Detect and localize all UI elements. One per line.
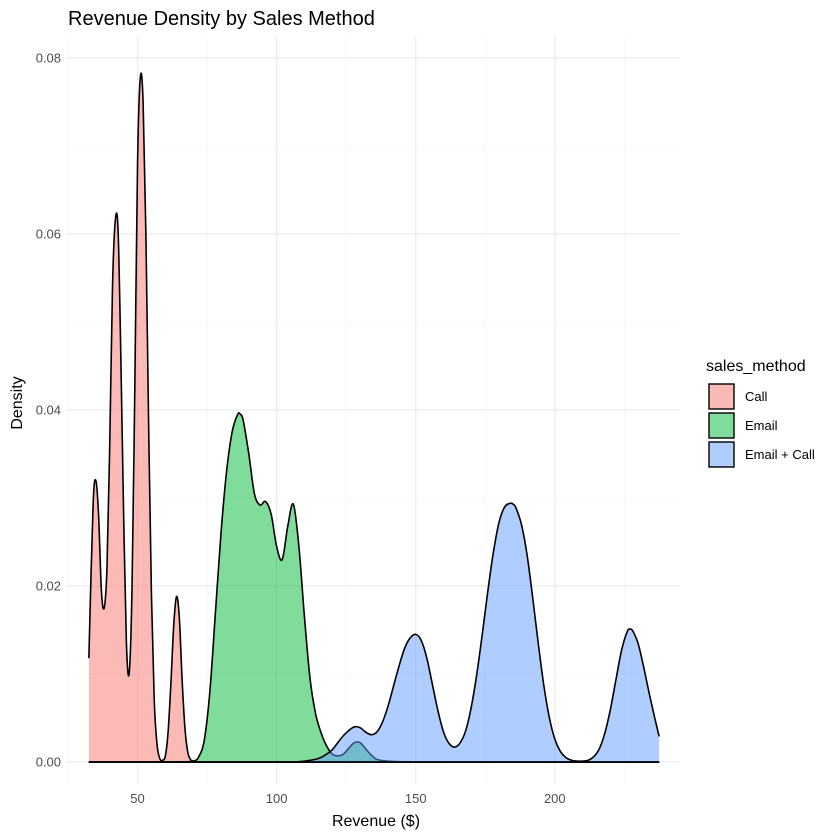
legend-label: Email — [745, 418, 778, 433]
legend-swatch — [708, 383, 735, 410]
legend: sales_method Call Email Email + Call — [706, 358, 815, 468]
density-areas — [88, 72, 660, 763]
chart-title: Revenue Density by Sales Method — [68, 8, 375, 30]
x-tick-label: 200 — [544, 791, 566, 806]
x-axis-title: Revenue ($) — [332, 813, 420, 830]
x-tick-label: 100 — [266, 791, 288, 806]
legend-swatch — [708, 441, 735, 468]
grid — [67, 36, 680, 784]
y-tick-label: 0.08 — [36, 51, 61, 66]
legend-title: sales_method — [706, 358, 806, 375]
legend-item-call: Call — [708, 383, 768, 410]
y-axis-title: Density — [9, 376, 26, 429]
legend-item-email: Email — [708, 412, 778, 439]
legend-swatch — [708, 412, 735, 439]
y-tick-label: 0.00 — [36, 755, 61, 770]
density-area-email — [88, 412, 660, 763]
y-tick-label: 0.02 — [36, 579, 61, 594]
x-tick-label: 50 — [130, 791, 144, 806]
legend-label: Email + Call — [745, 447, 815, 462]
density-area-call — [88, 73, 660, 763]
x-tick-label: 150 — [405, 791, 427, 806]
density-area-email-call — [88, 503, 660, 763]
legend-item-email-call: Email + Call — [708, 441, 815, 468]
y-tick-label: 0.04 — [36, 403, 61, 418]
legend-items: Call Email Email + Call — [708, 383, 815, 468]
axis-ticks: 50 100 150 200 0.00 0.02 0.04 0.06 0.08 — [36, 51, 566, 807]
y-tick-label: 0.06 — [36, 227, 61, 242]
density-line-email-call — [88, 502, 660, 763]
legend-label: Call — [745, 389, 768, 404]
